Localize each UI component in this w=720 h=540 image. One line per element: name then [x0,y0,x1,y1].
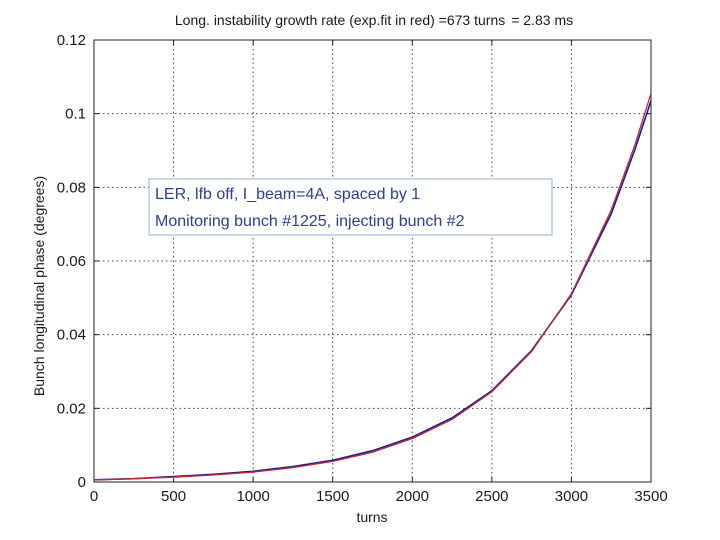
y-tick-label: 0.1 [65,106,86,123]
x-tick-label: 2500 [475,488,508,505]
x-tick-label: 500 [161,488,186,505]
annotation-box [148,178,553,236]
x-tick-label: 2000 [396,488,429,505]
exp-fit-line [93,93,652,481]
x-tick-label: 0 [90,488,98,505]
grid [94,40,651,482]
x-tick-label: 1500 [316,488,349,505]
chart-title-suffix: = 2.83 ms [511,12,573,28]
y-tick-label: 0.02 [57,400,86,417]
x-tick-label: 3000 [555,488,588,505]
y-tick-label: 0.08 [57,179,86,196]
x-tick-label: 3500 [634,488,667,505]
measured-phase-line [93,100,652,481]
y-tick-label: 0.12 [57,32,86,49]
x-axis-label: turns [356,509,387,525]
series-layer [93,93,652,481]
annotation-line-1: LER, lfb off, I_beam=4A, spaced by 1 [155,186,420,203]
x-tick-label: 1000 [236,488,269,505]
y-tick-label: 0 [78,474,86,491]
chart-title-main: Long. instability growth rate (exp.fit i… [175,12,505,28]
axis-ticks: 0 500 1000 1500 2000 2500 3000 3500 0 0.02 0.04 0.0… [57,32,668,505]
y-tick-label: 0.06 [57,253,86,270]
y-tick-label: 0.04 [57,327,86,344]
annotation-line-2: Monitoring bunch #1225, injecting bunch … [155,213,465,230]
chart-title: Long. instability growth rate (exp.fit i… [175,12,573,28]
y-axis-label: Bunch longitudinal phase (degrees) [31,176,47,396]
